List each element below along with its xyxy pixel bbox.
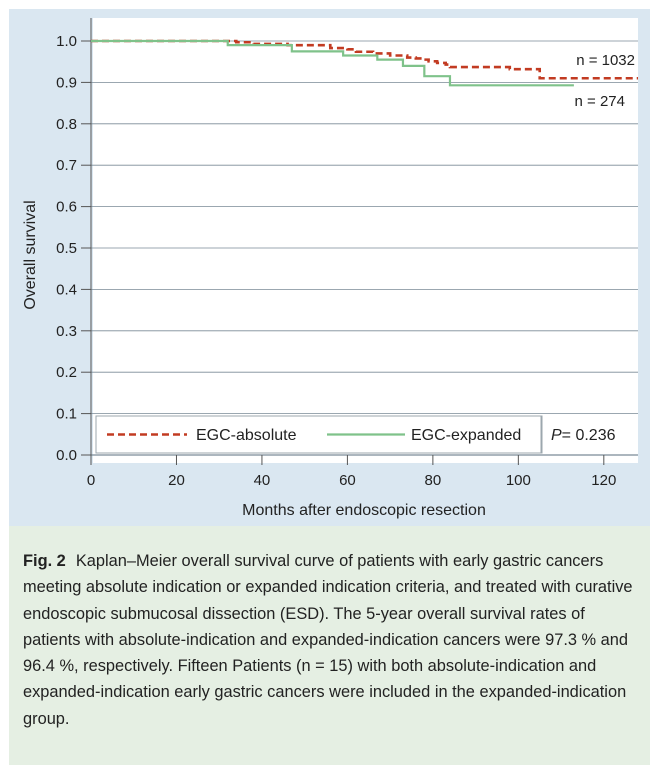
x-tick-label: 20 <box>168 472 185 489</box>
x-tick-label: 80 <box>425 472 442 489</box>
y-tick-label: 0.6 <box>56 199 77 216</box>
y-tick-label: 0.1 <box>56 406 77 423</box>
figure-label: Fig. 2 <box>23 552 66 570</box>
x-tick-label: 40 <box>254 472 271 489</box>
figure-caption: Fig. 2 Kaplan–Meier overall survival curv… <box>23 548 635 732</box>
caption-text: Kaplan–Meier overall survival curve of p… <box>23 552 633 728</box>
plot-area <box>93 18 638 463</box>
y-axis-title: Overall survival <box>22 200 39 309</box>
km-survival-chart: 0.0 0.1 0.2 0.3 0.4 0.5 0.6 0.7 0.8 0.9 1.0 0 20 40 60… <box>22 18 638 519</box>
y-tick-label: 0.4 <box>56 281 77 298</box>
at-risk-label-egc-expanded: n = 274 <box>575 93 625 110</box>
figure: 0.0 0.1 0.2 0.3 0.4 0.5 0.6 0.7 0.8 0.9 1.0 0 20 40 60… <box>9 9 650 765</box>
y-tick-label: 0.9 <box>56 74 77 91</box>
legend-label-egc-absolute: EGC-absolute <box>196 427 297 444</box>
p-value-text: = 0.236 <box>562 427 616 444</box>
x-tick-label: 0 <box>87 472 95 489</box>
y-tick-label: 0.0 <box>56 447 77 464</box>
axis-layer: 0.0 0.1 0.2 0.3 0.4 0.5 0.6 0.7 0.8 0.9 1.0 0 20 40 60… <box>56 18 616 489</box>
series-layer <box>91 39 638 87</box>
chart-panel: 0.0 0.1 0.2 0.3 0.4 0.5 0.6 0.7 0.8 0.9 1.0 0 20 40 60… <box>9 9 650 526</box>
y-tick-label: 0.7 <box>56 157 77 174</box>
x-tick-label: 60 <box>339 472 356 489</box>
series-line-egc-absolute <box>91 39 638 80</box>
y-tick-label: 0.3 <box>56 323 77 340</box>
legend-label-egc-expanded: EGC-expanded <box>411 427 521 444</box>
grid-layer <box>91 40 638 456</box>
y-tick-label: 0.2 <box>56 364 77 381</box>
caption-panel: Fig. 2 Kaplan–Meier overall survival curv… <box>9 526 650 765</box>
legend-box <box>95 415 543 454</box>
p-symbol: P <box>551 427 562 444</box>
legend: EGC-absolute EGC-expanded P= 0.236 <box>95 415 616 454</box>
y-tick-label: 1.0 <box>56 33 77 50</box>
at-risk-label-egc-absolute: n = 1032 <box>576 52 635 69</box>
y-tick-label: 0.8 <box>56 116 77 133</box>
y-tick-label: 0.5 <box>56 240 77 257</box>
x-axis-title: Months after endoscopic resection <box>242 502 486 519</box>
legend-p-value: P= 0.236 <box>551 427 616 444</box>
x-tick-label: 120 <box>591 472 616 489</box>
series-line-egc-expanded <box>91 39 574 87</box>
x-tick-label: 100 <box>506 472 531 489</box>
